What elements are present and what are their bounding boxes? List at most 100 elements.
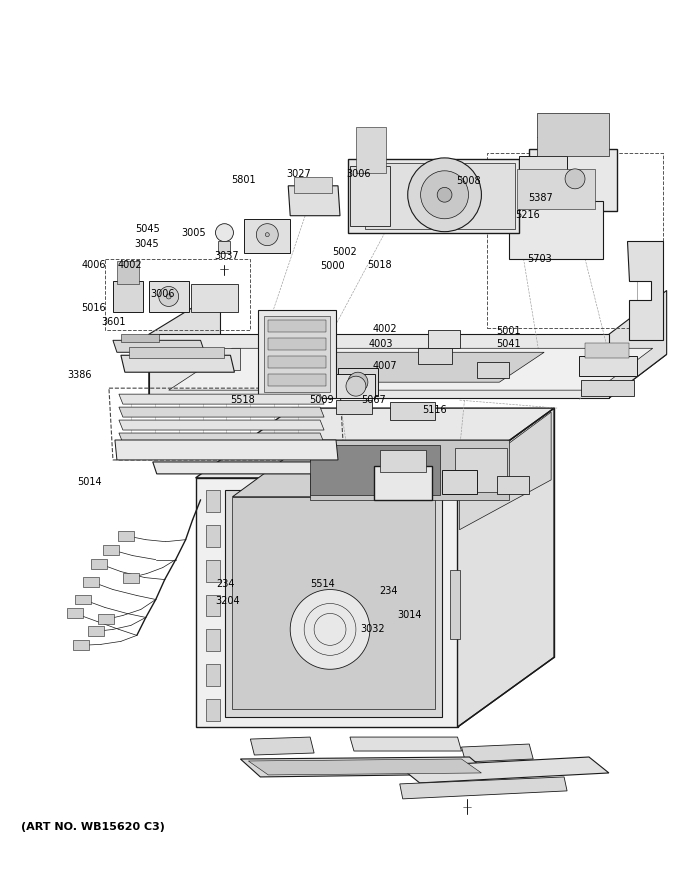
Text: 5116: 5116	[423, 405, 447, 415]
Polygon shape	[269, 356, 326, 368]
Text: 5008: 5008	[456, 176, 481, 187]
Bar	[123, 573, 139, 583]
Polygon shape	[233, 497, 435, 709]
Polygon shape	[418, 348, 452, 364]
Bar	[218, 240, 231, 253]
Polygon shape	[400, 757, 609, 783]
Polygon shape	[458, 408, 554, 727]
Text: 4002: 4002	[118, 260, 143, 269]
Polygon shape	[269, 320, 326, 333]
Polygon shape	[477, 363, 509, 378]
Polygon shape	[250, 737, 314, 755]
Bar	[488, 153, 663, 328]
Bar	[88, 627, 104, 636]
Bar	[118, 531, 134, 540]
Polygon shape	[119, 420, 324, 430]
Polygon shape	[149, 290, 220, 398]
Polygon shape	[149, 348, 241, 370]
Text: 5001: 5001	[496, 326, 520, 336]
Text: (ART NO. WB15620 C3): (ART NO. WB15620 C3)	[21, 822, 165, 832]
Bar	[67, 608, 83, 619]
Text: 5067: 5067	[362, 394, 386, 405]
Polygon shape	[462, 744, 533, 762]
Polygon shape	[244, 219, 290, 253]
Bar	[517, 169, 595, 209]
Polygon shape	[265, 317, 330, 392]
Text: 5009: 5009	[309, 394, 334, 405]
Circle shape	[290, 590, 370, 670]
Polygon shape	[520, 156, 567, 195]
Polygon shape	[350, 737, 462, 751]
Polygon shape	[119, 433, 324, 443]
Polygon shape	[460, 412, 551, 530]
Text: 3045: 3045	[134, 238, 158, 248]
Polygon shape	[121, 356, 235, 372]
Text: 5018: 5018	[367, 260, 392, 269]
Text: 4003: 4003	[369, 339, 393, 348]
Bar	[294, 177, 332, 193]
Polygon shape	[336, 374, 375, 398]
Polygon shape	[509, 201, 603, 259]
Text: 3601: 3601	[101, 318, 126, 327]
Text: 3204: 3204	[216, 597, 240, 606]
Bar	[205, 490, 220, 512]
Polygon shape	[153, 462, 360, 474]
Circle shape	[437, 187, 452, 202]
Text: 3006: 3006	[150, 290, 175, 299]
Polygon shape	[529, 149, 617, 210]
Polygon shape	[441, 470, 477, 494]
Circle shape	[265, 232, 269, 237]
Polygon shape	[428, 330, 460, 348]
Text: 3014: 3014	[397, 611, 422, 620]
Bar	[205, 595, 220, 617]
Polygon shape	[350, 165, 390, 225]
Text: 3037: 3037	[215, 251, 239, 260]
Circle shape	[256, 224, 278, 246]
Polygon shape	[365, 163, 515, 229]
Polygon shape	[400, 777, 567, 799]
Polygon shape	[119, 446, 324, 456]
Polygon shape	[196, 408, 554, 478]
Polygon shape	[269, 374, 326, 386]
Polygon shape	[119, 394, 324, 404]
Polygon shape	[233, 440, 509, 497]
Bar	[356, 127, 386, 172]
Bar	[73, 641, 89, 650]
Bar	[75, 595, 91, 605]
Bar	[98, 614, 114, 625]
Polygon shape	[269, 338, 326, 350]
Polygon shape	[115, 440, 338, 460]
Polygon shape	[149, 281, 188, 312]
Circle shape	[421, 171, 469, 219]
Polygon shape	[226, 490, 441, 717]
Bar	[83, 576, 99, 587]
Text: 5002: 5002	[332, 247, 356, 257]
Circle shape	[348, 372, 368, 392]
Polygon shape	[348, 159, 520, 232]
Bar	[537, 113, 609, 156]
Polygon shape	[336, 400, 372, 414]
Polygon shape	[280, 352, 544, 382]
Bar	[380, 450, 426, 472]
Circle shape	[166, 294, 171, 299]
Polygon shape	[374, 466, 432, 500]
Polygon shape	[196, 478, 458, 727]
Text: 5387: 5387	[528, 193, 553, 203]
Text: 4002: 4002	[373, 325, 397, 334]
Circle shape	[565, 169, 585, 189]
Text: 3005: 3005	[181, 228, 205, 238]
Polygon shape	[449, 569, 460, 640]
Text: 3027: 3027	[286, 169, 311, 180]
Bar	[205, 664, 220, 686]
Polygon shape	[258, 311, 336, 398]
Polygon shape	[169, 348, 653, 390]
Polygon shape	[241, 757, 490, 777]
Polygon shape	[310, 440, 509, 500]
Text: 5014: 5014	[78, 477, 102, 488]
Text: 3386: 3386	[68, 370, 92, 380]
Text: 234: 234	[217, 579, 235, 589]
Circle shape	[158, 287, 179, 306]
Bar	[205, 700, 220, 721]
Text: 5703: 5703	[527, 254, 551, 264]
Bar	[129, 348, 224, 358]
